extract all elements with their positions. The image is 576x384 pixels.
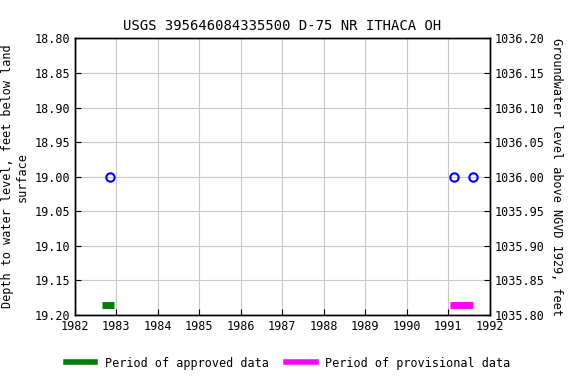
- Legend: Period of approved data, Period of provisional data: Period of approved data, Period of provi…: [61, 352, 515, 374]
- Title: USGS 395646084335500 D-75 NR ITHACA OH: USGS 395646084335500 D-75 NR ITHACA OH: [123, 19, 441, 33]
- Y-axis label: Depth to water level, feet below land
surface: Depth to water level, feet below land su…: [1, 45, 29, 308]
- Y-axis label: Groundwater level above NGVD 1929, feet: Groundwater level above NGVD 1929, feet: [550, 38, 563, 316]
